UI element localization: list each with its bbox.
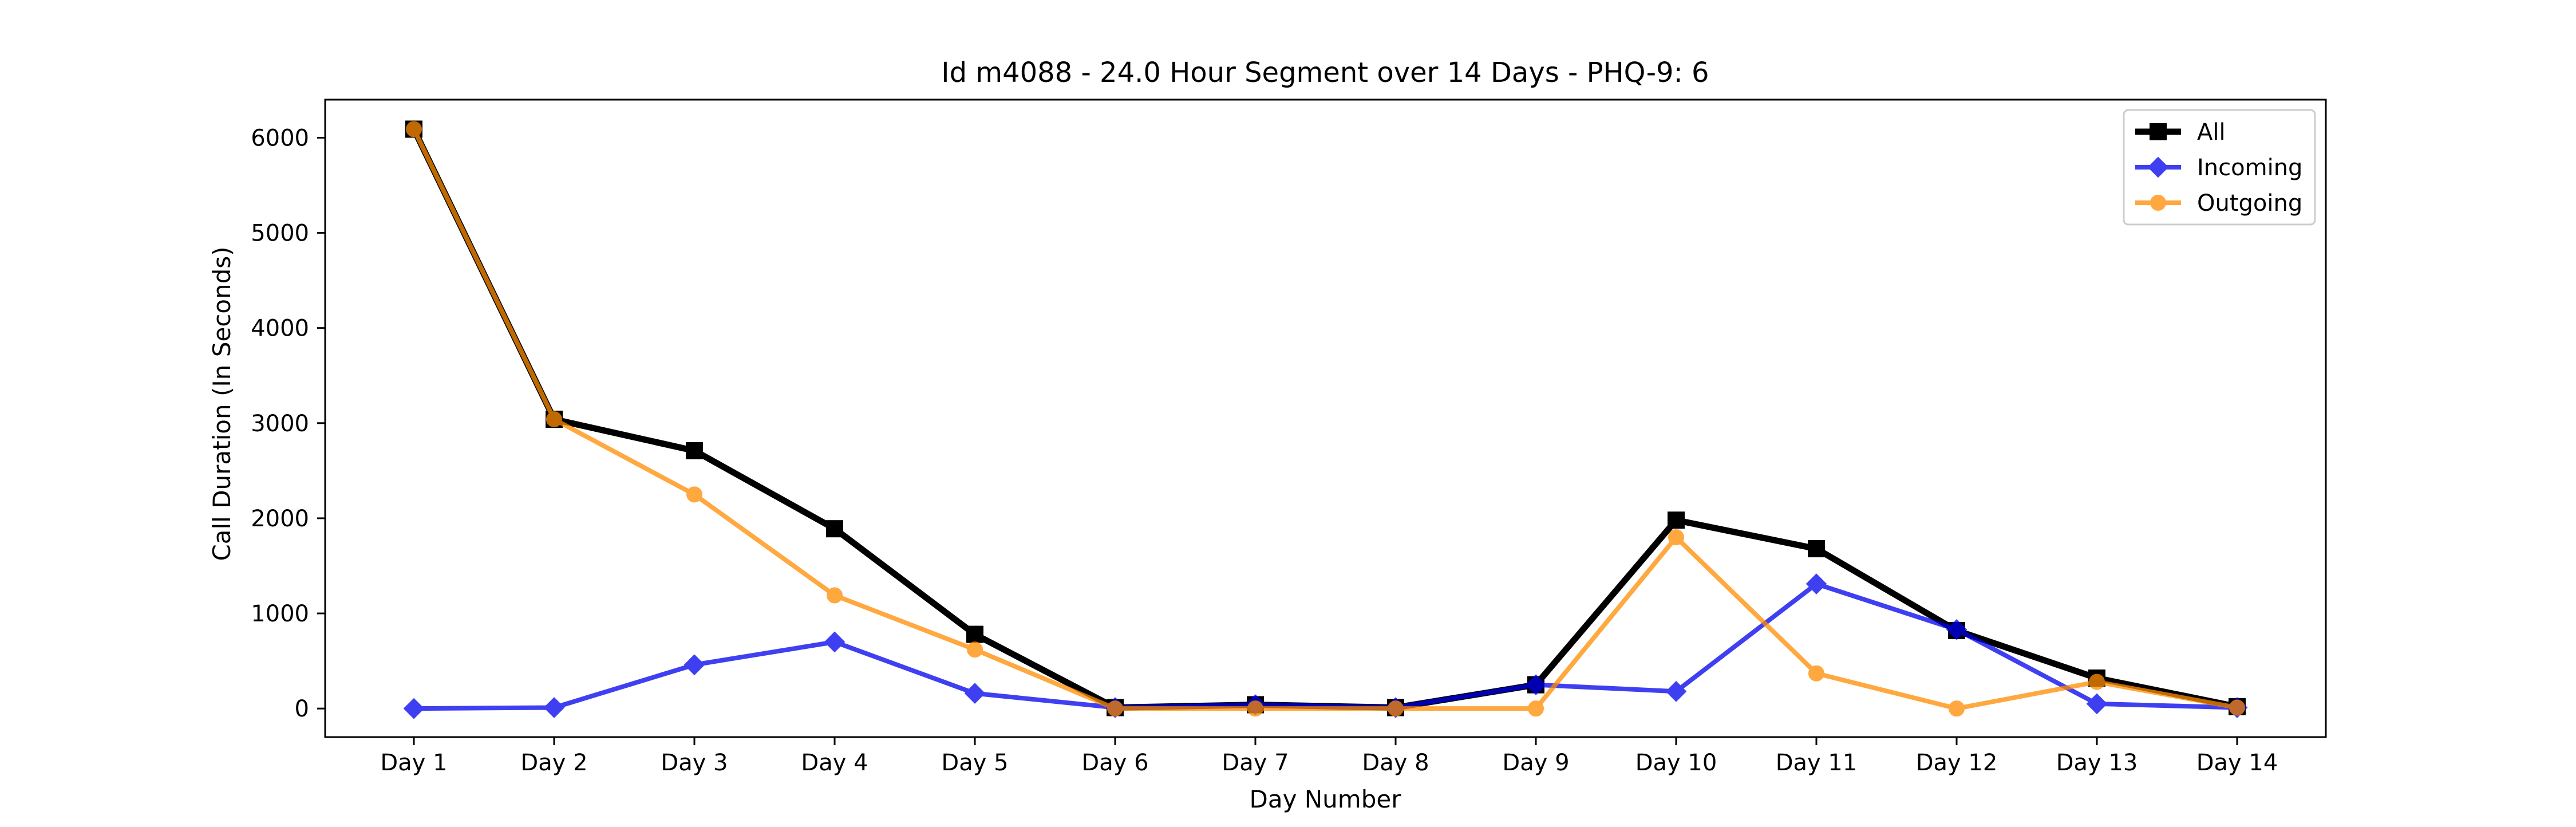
data-point-outgoing bbox=[1247, 700, 1263, 717]
y-tick-label: 3000 bbox=[251, 411, 309, 437]
x-tick-label: Day 6 bbox=[1081, 750, 1148, 776]
x-tick-label: Day 13 bbox=[2056, 750, 2138, 776]
data-point-outgoing bbox=[2229, 699, 2245, 716]
data-point-all bbox=[1668, 511, 1685, 529]
data-point-incoming bbox=[1665, 680, 1687, 702]
series-incoming bbox=[403, 573, 2248, 719]
x-axis-label: Day Number bbox=[1249, 785, 1401, 813]
y-tick-label: 2000 bbox=[251, 506, 309, 532]
data-point-all bbox=[1808, 540, 1825, 558]
data-point-outgoing bbox=[406, 121, 422, 137]
x-tick-label: Day 1 bbox=[380, 750, 447, 776]
series-line-incoming bbox=[412, 581, 2239, 711]
series-line-all bbox=[410, 125, 2241, 711]
data-point-incoming bbox=[824, 631, 846, 653]
data-point-incoming bbox=[1946, 619, 1967, 640]
x-tick-label: Day 3 bbox=[661, 750, 728, 776]
x-tick-label: Day 12 bbox=[1916, 750, 1998, 776]
data-point-outgoing bbox=[1107, 700, 1123, 717]
legend-item-incoming bbox=[2135, 156, 2181, 178]
data-point-all bbox=[966, 625, 983, 643]
legend: All Incoming Outgoing bbox=[2123, 109, 2316, 226]
y-tick-label: 0 bbox=[295, 696, 309, 722]
x-tick-label: Day 11 bbox=[1776, 750, 1858, 776]
plot-area: 0 1000 2000 3000 4000 5000 6000 Day 1 Day 2 Day 3… bbox=[251, 99, 2327, 776]
y-tick-label: 4000 bbox=[251, 316, 309, 342]
legend-label: Outgoing bbox=[2197, 190, 2302, 216]
data-point-incoming bbox=[964, 683, 986, 704]
legend-label: Incoming bbox=[2197, 155, 2302, 181]
data-point-outgoing bbox=[1388, 700, 1404, 717]
data-point-outgoing bbox=[2089, 674, 2105, 690]
x-tick-label: Day 2 bbox=[520, 750, 587, 776]
legend-box bbox=[2123, 109, 2316, 226]
data-point-outgoing bbox=[967, 641, 983, 658]
x-tick-label: Day 10 bbox=[1635, 750, 1717, 776]
data-point-outgoing bbox=[1668, 529, 1684, 546]
legend-label: All bbox=[2197, 119, 2226, 145]
legend-marker bbox=[2150, 195, 2166, 211]
x-tick-label: Day 9 bbox=[1502, 750, 1569, 776]
legend-item-outgoing bbox=[2135, 195, 2181, 211]
data-point-incoming bbox=[1525, 674, 1547, 695]
x-tick-label: Day 7 bbox=[1222, 750, 1289, 776]
data-point-outgoing bbox=[827, 587, 843, 604]
legend-marker bbox=[2150, 123, 2167, 140]
x-tick-label: Day 8 bbox=[1362, 750, 1429, 776]
legend-marker bbox=[2147, 156, 2169, 178]
data-point-outgoing bbox=[546, 411, 562, 428]
data-point-incoming bbox=[543, 697, 565, 718]
data-point-all bbox=[826, 520, 843, 538]
y-tick-label: 6000 bbox=[251, 125, 309, 151]
y-tick-label: 5000 bbox=[251, 220, 309, 247]
x-tick-label: Day 4 bbox=[801, 750, 868, 776]
data-point-all bbox=[686, 442, 703, 459]
data-point-incoming bbox=[2086, 693, 2108, 715]
y-tick-label: 1000 bbox=[251, 601, 309, 627]
x-tick-label: Day 5 bbox=[941, 750, 1008, 776]
data-point-incoming bbox=[1805, 573, 1827, 594]
series-all bbox=[405, 120, 2246, 716]
legend-item-all bbox=[2135, 123, 2181, 140]
data-point-outgoing bbox=[1808, 665, 1824, 682]
plot-frame bbox=[324, 99, 2327, 738]
y-axis-label: Call Duration (In Seconds) bbox=[208, 246, 236, 561]
data-point-incoming bbox=[683, 654, 705, 676]
series-line-outgoing bbox=[412, 127, 2239, 711]
series-outgoing bbox=[406, 121, 2245, 717]
x-tick-label: Day 14 bbox=[2196, 750, 2278, 776]
data-point-incoming bbox=[403, 698, 425, 719]
chart-title: Id m4088 - 24.0 Hour Segment over 14 Day… bbox=[941, 57, 1709, 89]
data-point-outgoing bbox=[1949, 700, 1965, 717]
data-point-outgoing bbox=[686, 486, 702, 503]
data-point-outgoing bbox=[1528, 700, 1544, 717]
